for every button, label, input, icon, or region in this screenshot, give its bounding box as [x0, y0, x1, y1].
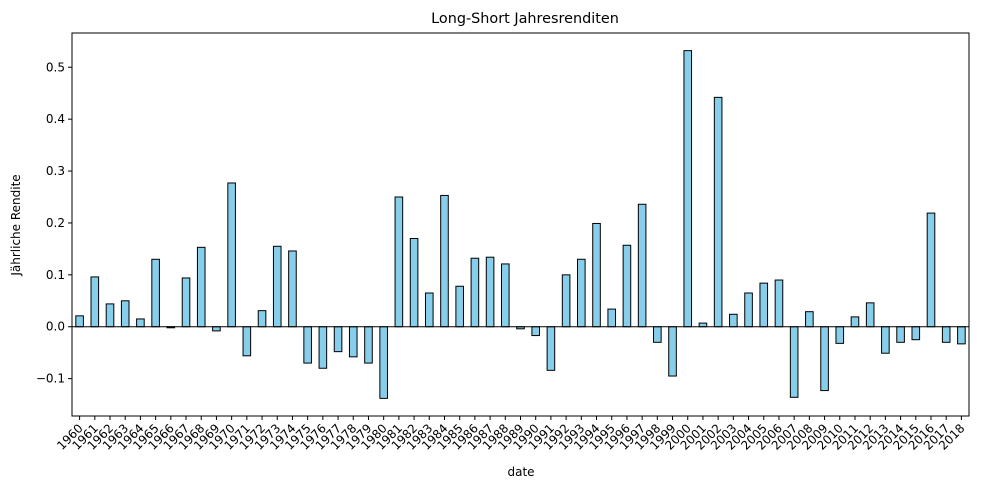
bar-1986 — [470, 257, 480, 328]
bar-1998 — [653, 326, 662, 343]
bar-2015 — [911, 326, 921, 341]
bar-1964 — [136, 318, 145, 328]
bar-2004 — [744, 292, 753, 328]
bar-1992 — [561, 274, 571, 328]
bar-2008 — [805, 311, 814, 328]
bar-1991 — [546, 326, 556, 371]
y-tick-label: 0.4 — [46, 112, 65, 126]
chart-title: Long-Short Jahresrenditen — [431, 11, 619, 27]
bar-1980 — [379, 326, 388, 399]
bar-1978 — [348, 326, 358, 358]
bar-2011 — [850, 316, 860, 328]
bar-1987 — [485, 256, 495, 328]
bar-1960 — [75, 315, 84, 328]
y-tick-label: 0.5 — [46, 60, 65, 74]
bar-2013 — [881, 326, 890, 354]
bar-1976 — [318, 326, 328, 369]
bar-1973 — [272, 245, 282, 328]
bar-1967 — [181, 277, 191, 328]
bar-2012 — [865, 302, 875, 328]
bar-1969 — [212, 326, 221, 332]
bar-1993 — [577, 258, 586, 328]
bar-2010 — [835, 326, 845, 344]
bar-1995 — [607, 308, 617, 328]
bar-1988 — [501, 263, 510, 328]
bar-2005 — [759, 282, 769, 328]
bar-1999 — [668, 326, 677, 377]
bar-1982 — [409, 238, 419, 328]
bar-1984 — [440, 194, 449, 328]
bar-1970 — [227, 182, 236, 328]
bar-1996 — [622, 244, 632, 328]
y-tick-label: 0.1 — [46, 268, 65, 282]
bar-1983 — [424, 292, 434, 328]
bar-1961 — [90, 276, 100, 328]
bar-2009 — [820, 326, 829, 392]
bar-2016 — [926, 212, 936, 328]
bar-1994 — [592, 222, 601, 328]
bar-1971 — [242, 326, 252, 357]
y-tick-label: 0.0 — [46, 320, 65, 334]
bar-1990 — [531, 326, 541, 337]
bar-1981 — [394, 196, 404, 328]
bar-2001 — [698, 322, 708, 328]
bar-2017 — [941, 326, 951, 343]
bar-2007 — [789, 326, 799, 398]
bar-1968 — [196, 246, 206, 328]
bar-2014 — [896, 326, 905, 343]
bar-1962 — [105, 303, 115, 328]
plot-area — [72, 50, 969, 399]
y-tick-label: −0.1 — [36, 372, 65, 386]
bar-1975 — [303, 326, 312, 364]
bar-1965 — [151, 258, 160, 328]
bar-1974 — [288, 250, 297, 328]
bar-2003 — [729, 313, 738, 328]
y-tick-label: 0.3 — [46, 164, 65, 178]
bar-2018 — [957, 326, 966, 345]
y-axis-label: Jährliche Rendite — [9, 174, 23, 276]
bar-2006 — [774, 279, 784, 328]
y-tick-label: 0.2 — [46, 216, 65, 230]
bar-2002 — [713, 96, 723, 328]
bar-1997 — [637, 203, 647, 328]
bar-1985 — [455, 285, 464, 328]
bar-1972 — [257, 310, 267, 328]
bar-1963 — [120, 300, 130, 328]
x-axis-label: date — [507, 465, 534, 479]
bar-1979 — [364, 326, 373, 364]
bar-1977 — [333, 326, 343, 353]
bar-2000 — [683, 50, 693, 328]
